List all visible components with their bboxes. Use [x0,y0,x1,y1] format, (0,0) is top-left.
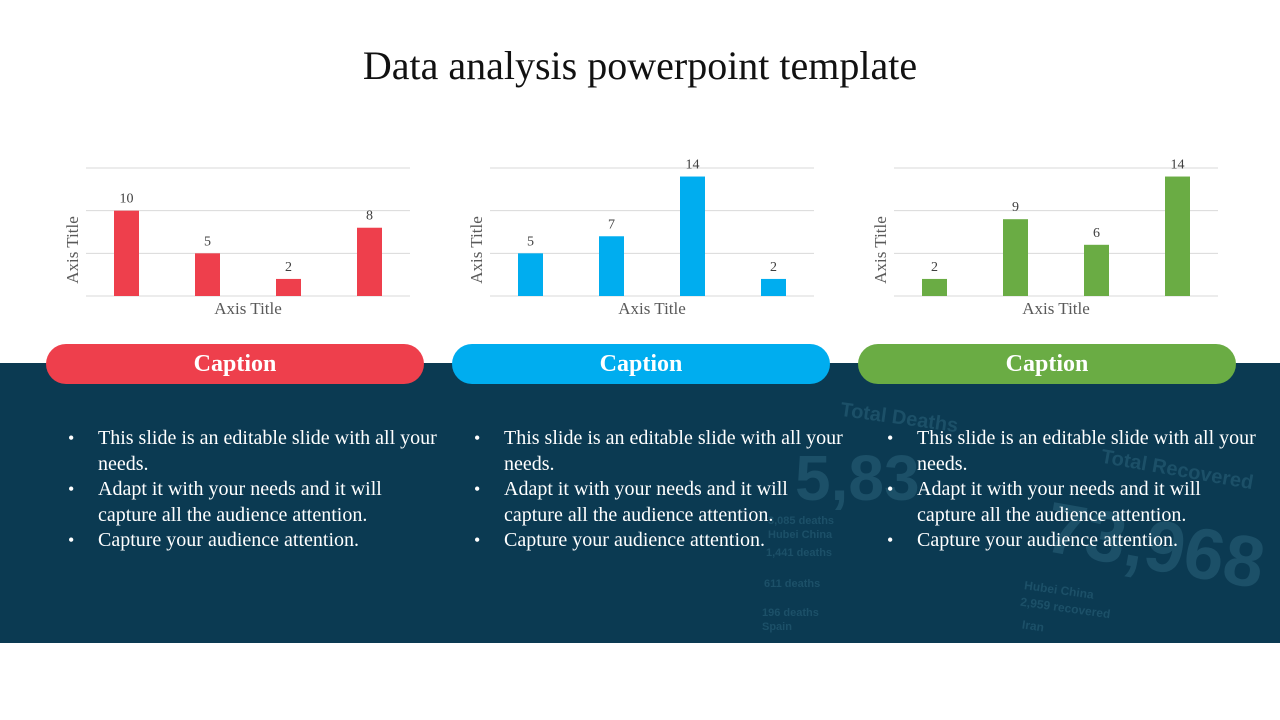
bar [1084,244,1109,296]
bg-text-stat-8: Iran [1021,617,1045,635]
bullet-item: Adapt it with your needs and it will cap… [474,477,849,528]
data-label: 8 [366,209,373,224]
bullet-item: Adapt it with your needs and it will cap… [887,477,1262,528]
data-label: 9 [1012,200,1019,215]
bar-chart-red: 10 5 2 8 Axis Title Axis Title [63,167,410,318]
data-label: 5 [527,234,534,249]
bar [761,278,786,296]
bar [114,210,139,296]
caption-red: Caption [46,344,424,384]
data-label: 5 [204,234,211,249]
data-label: 7 [608,217,615,232]
x-axis-title: Axis Title [618,299,686,318]
page-title: Data analysis powerpoint template [362,43,918,88]
bullet-item: Capture your audience attention. [887,528,1262,554]
bar-chart-green: 2 9 6 14 Axis Title Axis Title [871,158,1218,318]
data-label: 2 [770,260,777,275]
bg-text-stat-6: Spain [762,621,792,633]
bar [276,278,301,296]
bar [518,253,543,296]
bullet-item: This slide is an editable slide with all… [474,426,849,477]
bullet-list-3: This slide is an editable slide with all… [887,426,1262,554]
bar-chart-blue: 5 7 14 2 Axis Title Axis Title [467,158,814,318]
caption-blue: Caption [452,344,830,384]
bar [599,236,624,296]
data-label: 2 [285,260,292,275]
bar [195,253,220,296]
x-axis-title: Axis Title [214,299,282,318]
bar [922,278,947,296]
data-label: 10 [120,192,134,207]
bg-text-stat-5: 196 deaths [762,607,819,619]
bg-text-stat-7: 2,959 recovered [1019,594,1112,622]
data-label: 2 [931,260,938,275]
bullet-item: Capture your audience attention. [474,528,849,554]
y-axis-title: Axis Title [63,216,82,284]
y-axis-title: Axis Title [871,216,890,284]
bullet-item: This slide is an editable slide with all… [68,426,443,477]
bar [1003,219,1028,296]
bullet-item: Adapt it with your needs and it will cap… [68,477,443,528]
bullet-item: Capture your audience attention. [68,528,443,554]
data-label: 14 [1171,158,1185,173]
data-label: 6 [1093,226,1100,241]
bg-text-stat-4: 611 deaths [764,578,821,590]
y-axis-title: Axis Title [467,216,486,284]
bullet-item: This slide is an editable slide with all… [887,426,1262,477]
bar [1165,176,1190,296]
bullet-list-1: This slide is an editable slide with all… [68,426,443,554]
caption-green: Caption [858,344,1236,384]
bullet-list-2: This slide is an editable slide with all… [474,426,849,554]
x-axis-title: Axis Title [1022,299,1090,318]
data-label: 14 [686,158,700,173]
bar [680,176,705,296]
bar [357,227,382,296]
